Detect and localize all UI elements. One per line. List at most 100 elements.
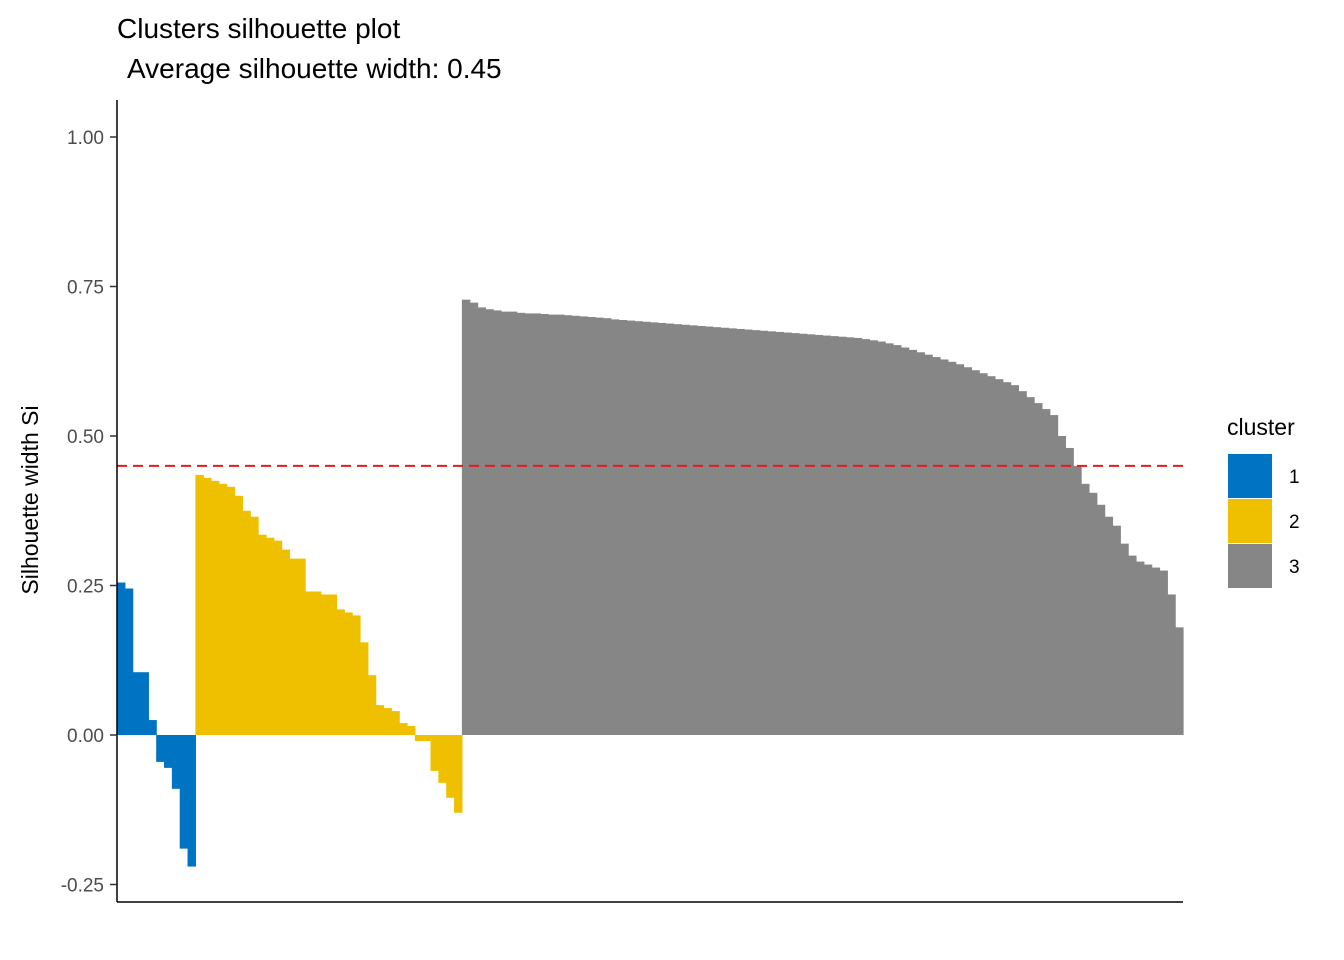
- chart-subtitle: Average silhouette width: 0.45: [127, 53, 502, 84]
- silhouette-bar: [242, 510, 251, 735]
- bars-group: [117, 299, 1184, 867]
- silhouette-bar: [218, 483, 228, 735]
- silhouette-bar: [798, 333, 808, 735]
- legend-key-2: [1228, 499, 1272, 543]
- silhouette-bar: [265, 537, 275, 735]
- silhouette-bar: [179, 735, 189, 849]
- silhouette-bar: [1026, 397, 1035, 735]
- silhouette-bar: [367, 675, 377, 735]
- silhouette-bar: [508, 311, 518, 735]
- silhouette-bar: [924, 354, 933, 735]
- silhouette-bar: [657, 322, 667, 735]
- silhouette-bar: [1096, 504, 1106, 735]
- silhouette-bar: [900, 347, 910, 735]
- silhouette-bar: [117, 582, 126, 735]
- silhouette-bar: [767, 331, 777, 735]
- silhouette-bar: [697, 325, 706, 735]
- silhouette-bar: [532, 313, 541, 735]
- silhouette-bar: [1167, 594, 1176, 735]
- silhouette-bar: [1041, 409, 1051, 735]
- silhouette-bar: [610, 319, 620, 735]
- silhouette-bar: [853, 337, 863, 735]
- silhouette-bar: [838, 336, 847, 735]
- silhouette-bar: [987, 376, 996, 735]
- silhouette-bar: [681, 324, 690, 735]
- legend-key-1: [1228, 454, 1272, 498]
- silhouette-bar: [1065, 447, 1074, 735]
- silhouette-bar: [250, 516, 259, 735]
- silhouette-bar: [540, 314, 549, 735]
- silhouette-bar: [1018, 391, 1027, 735]
- silhouette-bar: [344, 612, 353, 735]
- silhouette-bar: [932, 357, 941, 735]
- silhouette-bar: [124, 588, 134, 735]
- y-axis-title: Silhouette width Si: [17, 405, 43, 594]
- silhouette-bar: [751, 330, 761, 735]
- legend-label-3: 3: [1289, 557, 1300, 578]
- silhouette-bar: [516, 312, 526, 735]
- silhouette-bar: [352, 615, 361, 735]
- silhouette-bar: [1159, 570, 1168, 735]
- silhouette-bar: [634, 321, 643, 735]
- y-tick-label: 0.75: [67, 278, 104, 299]
- legend-title: cluster: [1227, 414, 1295, 440]
- silhouette-bar: [469, 302, 479, 735]
- silhouette-bar: [132, 672, 142, 735]
- silhouette-bar: [375, 705, 385, 735]
- silhouette-bar: [211, 480, 220, 735]
- silhouette-bar: [618, 319, 628, 735]
- silhouette-bar: [414, 735, 424, 741]
- silhouette-bar: [759, 330, 769, 735]
- silhouette-bar: [689, 325, 698, 735]
- silhouette-bar: [422, 735, 432, 741]
- silhouette-bar: [555, 314, 565, 735]
- silhouette-bar: [1112, 525, 1121, 735]
- silhouette-bar: [1135, 561, 1145, 735]
- y-tick-label: -0.25: [61, 876, 104, 897]
- silhouette-bar: [446, 735, 455, 798]
- silhouette-bar: [297, 558, 306, 735]
- y-tick-label: 0.00: [67, 726, 104, 747]
- silhouette-bar: [587, 317, 596, 735]
- silhouette-bar: [579, 316, 588, 735]
- silhouette-bar: [336, 609, 345, 735]
- silhouette-bar: [148, 720, 157, 735]
- silhouette-bar: [1010, 385, 1019, 735]
- silhouette-bar: [885, 343, 894, 735]
- silhouette-bar: [602, 318, 612, 735]
- silhouette-bar: [273, 540, 283, 735]
- silhouette-bar: [626, 320, 635, 735]
- silhouette-bar: [391, 711, 400, 735]
- silhouette-bar: [979, 373, 988, 735]
- silhouette-bar: [477, 307, 486, 735]
- silhouette-bar: [861, 339, 871, 735]
- silhouette-bar: [650, 322, 659, 735]
- silhouette-bar: [642, 321, 651, 735]
- silhouette-bar: [571, 315, 581, 735]
- silhouette-bar: [791, 333, 800, 735]
- silhouette-bar: [407, 726, 416, 735]
- silhouette-bar: [187, 735, 196, 867]
- silhouette-bar: [963, 367, 972, 735]
- silhouette-bar: [312, 591, 322, 735]
- silhouette-bar: [281, 549, 291, 735]
- silhouette-bar: [234, 495, 244, 735]
- silhouette-bar: [399, 723, 408, 735]
- silhouette-bar: [548, 314, 557, 735]
- silhouette-bar: [822, 335, 831, 735]
- silhouette-bar: [814, 334, 824, 735]
- silhouette-bar: [869, 340, 878, 735]
- silhouette-bar: [438, 735, 447, 783]
- silhouette-bar: [305, 591, 314, 735]
- silhouette-bar: [744, 329, 753, 735]
- silhouette-bar: [140, 672, 149, 735]
- silhouette-bar: [1073, 465, 1082, 735]
- silhouette-bar: [203, 477, 212, 735]
- silhouette-bar: [736, 328, 745, 735]
- y-tick-label: 1.00: [67, 128, 104, 149]
- silhouette-bar: [1034, 403, 1043, 735]
- silhouette-bar: [1104, 516, 1114, 735]
- silhouette-bar: [994, 379, 1004, 735]
- silhouette-bar: [806, 334, 816, 735]
- legend-key-3: [1228, 544, 1272, 588]
